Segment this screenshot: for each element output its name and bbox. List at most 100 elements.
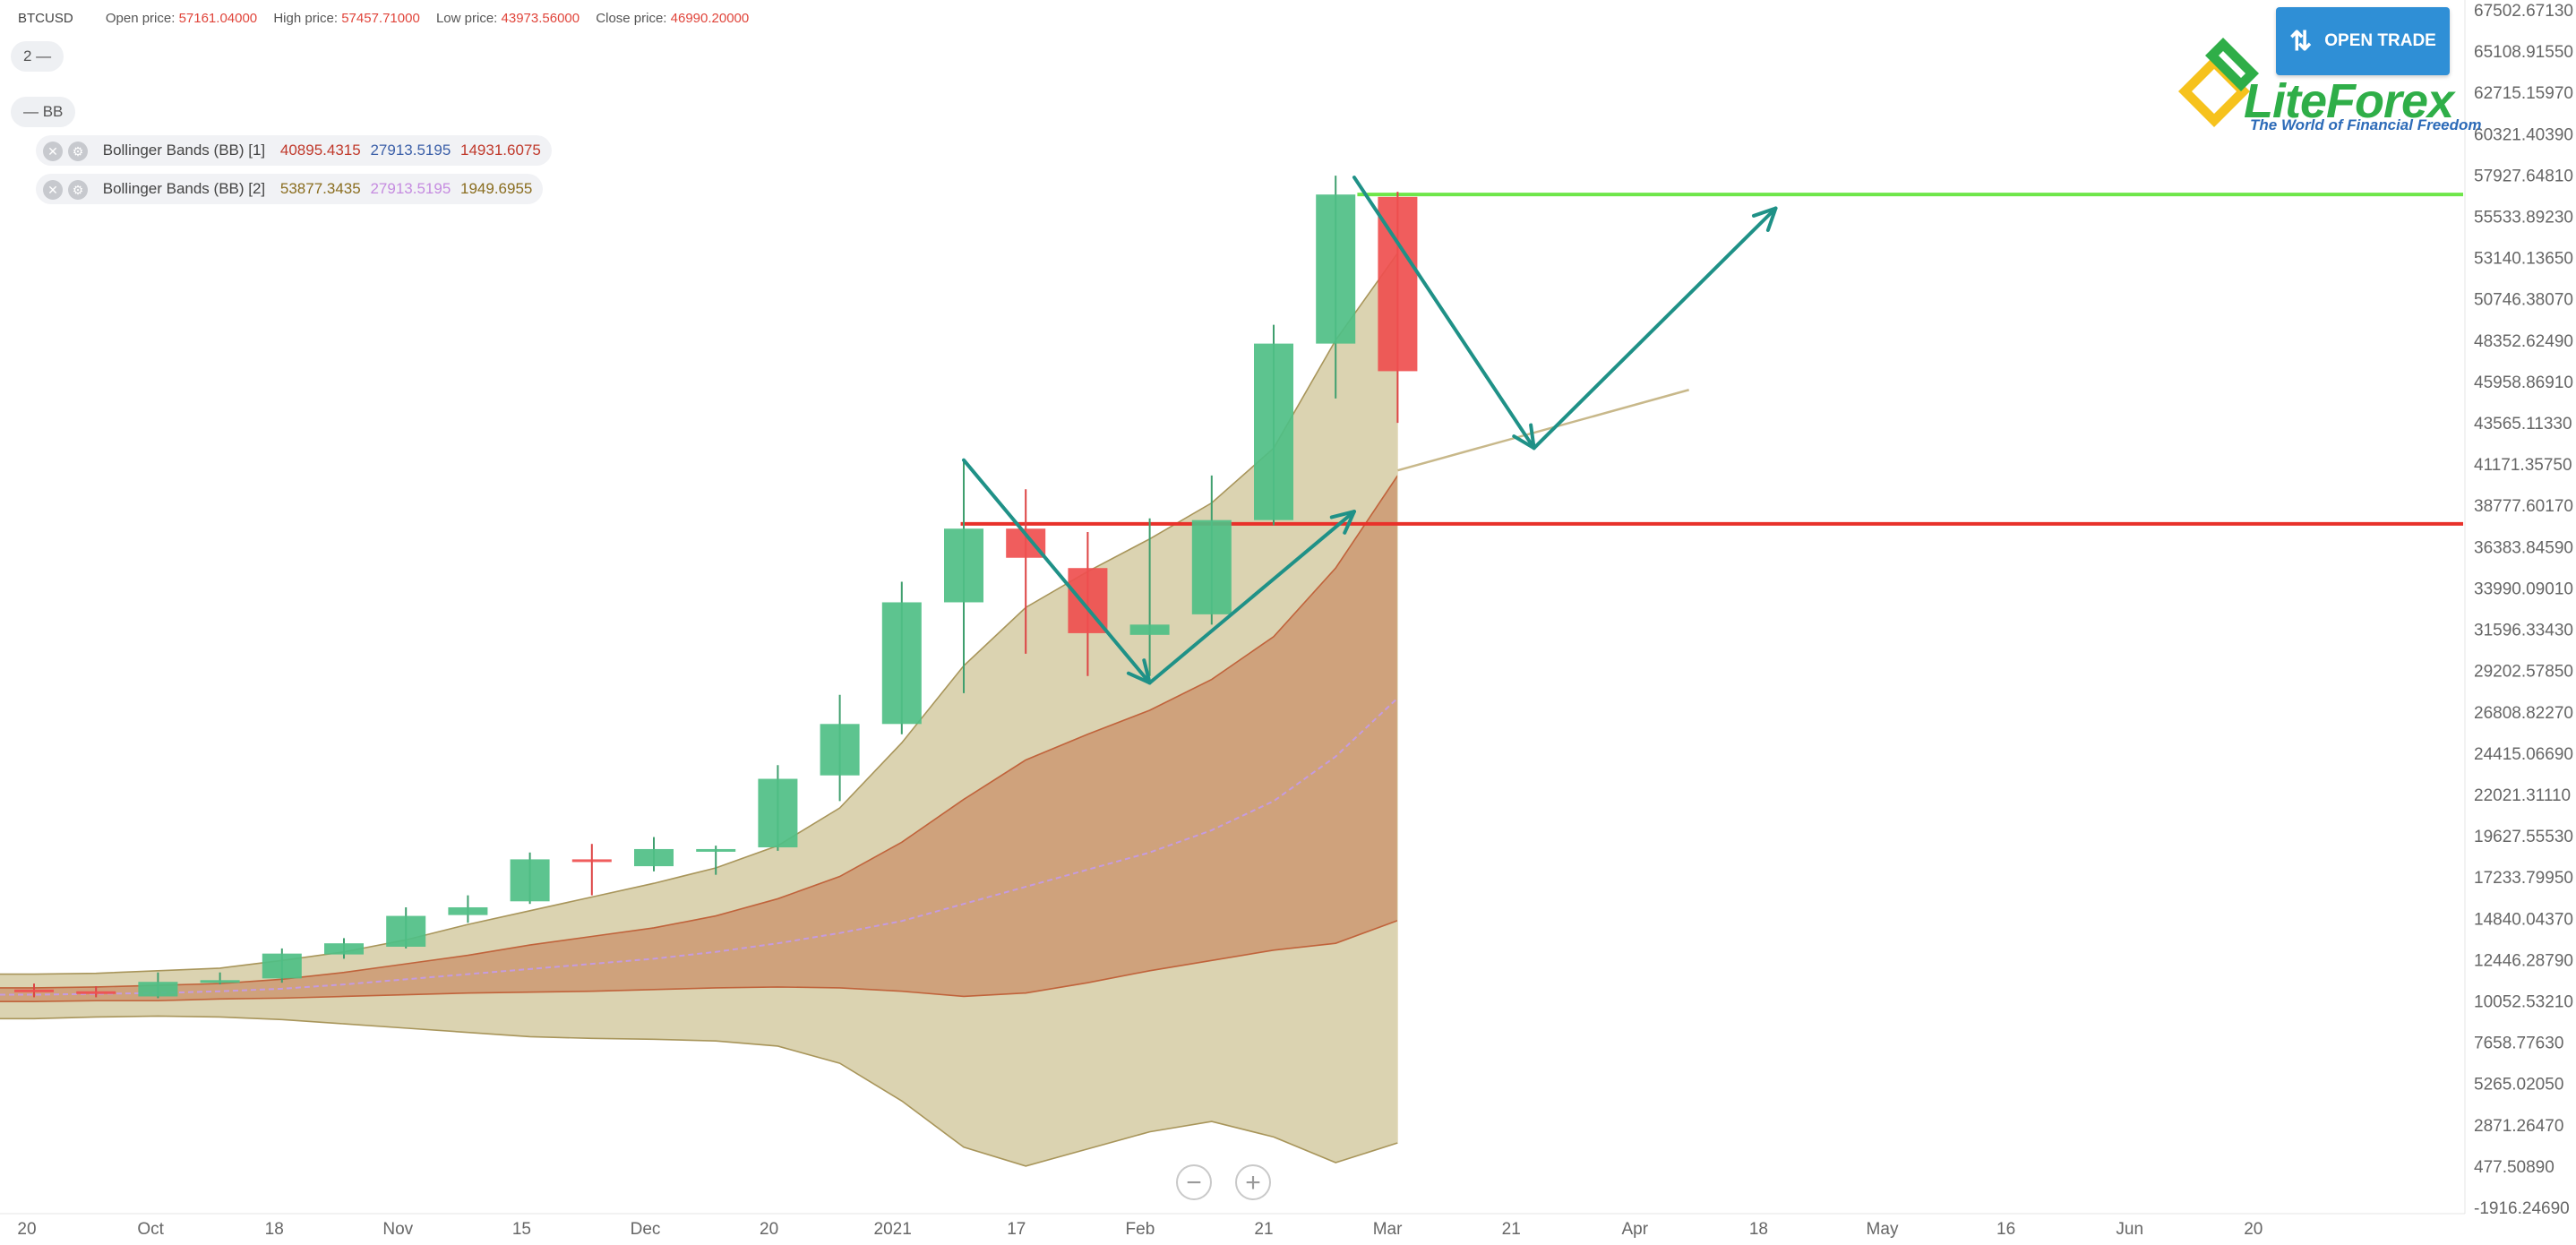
remove-icon[interactable]: ✕ xyxy=(43,141,63,161)
x-tick-label: 20 xyxy=(2244,1220,2263,1239)
y-tick-label: 62715.15970 xyxy=(2474,84,2573,103)
indicator-count-pill[interactable]: 2 — xyxy=(11,41,64,72)
bb-middle-line xyxy=(0,697,1399,996)
candle xyxy=(634,837,674,872)
low-label: Low price: xyxy=(435,11,498,26)
candlesticks xyxy=(14,176,1418,999)
indicator-middle-value: 27913.5195 xyxy=(370,180,451,197)
y-tick-label: 17233.79950 xyxy=(2474,869,2573,888)
candle xyxy=(1316,176,1356,399)
indicator-upper-value: 53877.3435 xyxy=(279,180,361,197)
x-tick-label: Dec xyxy=(631,1220,661,1239)
indicator-row-bb2[interactable]: ✕ ⚙ Bollinger Bands (BB) [2] 53877.3435 2… xyxy=(36,174,544,204)
candle-body xyxy=(510,859,550,902)
x-tick-label: Feb xyxy=(1126,1220,1155,1239)
y-tick-label: 7658.77630 xyxy=(2474,1035,2563,1053)
candle xyxy=(820,694,860,802)
bb1-upper-line xyxy=(0,475,1399,989)
low-value: 43973.56000 xyxy=(501,11,580,26)
y-tick-label: 48352.62490 xyxy=(2474,332,2573,351)
x-tick-label: 17 xyxy=(1007,1220,1026,1239)
candle-body xyxy=(448,906,488,915)
candle-body xyxy=(386,915,426,947)
candle-body xyxy=(200,980,240,983)
candle-body xyxy=(944,528,983,603)
bb-group-pill[interactable]: — BB xyxy=(11,97,76,127)
candle xyxy=(138,972,178,999)
x-tick-label: Mar xyxy=(1373,1220,1403,1239)
close-value: 46990.20000 xyxy=(670,11,750,26)
y-tick-label: 57927.64810 xyxy=(2474,167,2573,185)
candle-body xyxy=(76,991,116,994)
x-tick-label: 21 xyxy=(1502,1220,1521,1239)
x-tick-label: 18 xyxy=(265,1220,284,1239)
y-tick-label: 12446.28790 xyxy=(2474,951,2573,970)
candle xyxy=(510,852,550,905)
candle xyxy=(1129,518,1170,676)
indicator-row-bb1[interactable]: ✕ ⚙ Bollinger Bands (BB) [1] 40895.4315 2… xyxy=(36,135,552,166)
candle-body xyxy=(138,982,178,997)
y-tick-label: 31596.33430 xyxy=(2474,622,2573,640)
high-label: High price: xyxy=(273,11,339,26)
y-tick-label: 60321.40390 xyxy=(2474,125,2573,144)
candle-body xyxy=(1129,624,1170,635)
candle xyxy=(758,765,798,851)
y-tick-label: 5265.02050 xyxy=(2474,1076,2563,1095)
x-tick-label: 15 xyxy=(512,1220,531,1239)
open-value: 57161.04000 xyxy=(178,11,258,26)
y-tick-label: 22021.31110 xyxy=(2474,786,2571,805)
brand-name: LiteForex xyxy=(2244,74,2454,128)
y-tick-label: 55533.89230 xyxy=(2474,209,2573,228)
x-tick-label: 20 xyxy=(760,1220,778,1239)
y-tick-label: 43565.11330 xyxy=(2474,415,2572,434)
y-tick-label: 50746.38070 xyxy=(2474,291,2573,310)
y-tick-label: 36383.84590 xyxy=(2474,538,2573,557)
y-tick-label: 14840.04370 xyxy=(2474,910,2573,929)
candle xyxy=(76,985,116,998)
x-tick-label: Jun xyxy=(2116,1220,2143,1239)
indicator-lower-value: 1949.6955 xyxy=(460,180,533,197)
open-trade-button[interactable]: ⇅ OPEN TRADE xyxy=(2276,7,2450,75)
brand-tagline: The World of Financial Freedom xyxy=(2250,116,2482,133)
candle-body xyxy=(634,848,674,867)
arrow-up-1 xyxy=(1147,510,1356,685)
remove-icon[interactable]: ✕ xyxy=(43,179,63,200)
bb2-lower-line xyxy=(0,1015,1398,1167)
x-tick-label: 21 xyxy=(1254,1220,1273,1239)
y-tick-label: 10052.53210 xyxy=(2474,992,2573,1011)
y-tick-label: 38777.60170 xyxy=(2474,497,2573,516)
y-tick-label: 29202.57850 xyxy=(2474,663,2573,682)
x-tick-label: 2021 xyxy=(874,1220,912,1239)
candle xyxy=(200,972,240,985)
candle xyxy=(696,846,736,875)
zoom-in-button[interactable]: + xyxy=(1235,1164,1271,1200)
trend-arrows xyxy=(962,176,1778,685)
candle-body xyxy=(571,859,612,863)
y-tick-label: 53140.13650 xyxy=(2474,250,2573,269)
candle-body xyxy=(881,602,922,725)
candle xyxy=(1254,324,1293,526)
y-tick-label: 41171.35750 xyxy=(2474,456,2572,475)
candle-body xyxy=(262,953,302,979)
indicator-name: Bollinger Bands (BB) [2] xyxy=(102,180,266,197)
bb2-upper-line xyxy=(0,253,1399,975)
y-tick-label: 33990.09010 xyxy=(2474,580,2573,598)
high-value: 57457.71000 xyxy=(341,11,420,26)
bollinger-bands xyxy=(0,253,1689,1167)
y-tick-label: 65108.91550 xyxy=(2474,43,2573,62)
gear-icon[interactable]: ⚙ xyxy=(68,179,88,200)
candle xyxy=(262,948,302,983)
x-tick-label: Oct xyxy=(137,1220,164,1239)
bb1-lower-line xyxy=(0,919,1398,1003)
x-axis: 20 Oct 18 Nov 15 Dec 20 2021 17 Feb 21 Mar 21 Apr 18 Ma… xyxy=(0,1213,2465,1239)
gear-icon[interactable]: ⚙ xyxy=(68,141,88,161)
arrow-up-2 xyxy=(1532,206,1778,451)
candle-body xyxy=(1316,194,1356,344)
zoom-out-button[interactable]: − xyxy=(1176,1164,1212,1200)
y-axis: 67502.67130 65108.91550 62715.15970 60321.4… xyxy=(2464,0,2573,1218)
candle xyxy=(14,983,54,998)
indicator-upper-value: 40895.4315 xyxy=(279,142,361,159)
x-tick-label: 16 xyxy=(1996,1220,2015,1239)
y-tick-label: -1916.24690 xyxy=(2474,1199,2570,1218)
